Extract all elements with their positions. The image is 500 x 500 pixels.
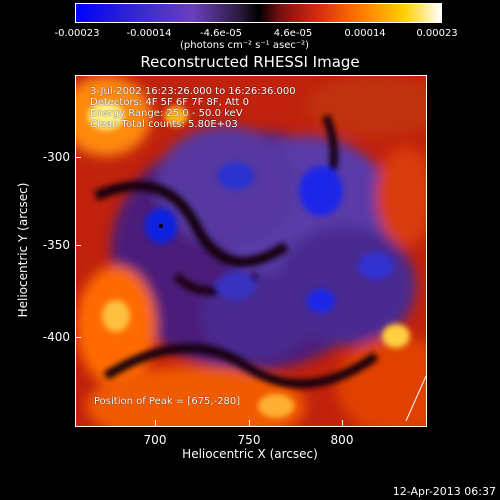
x-tick-mark (155, 420, 156, 426)
colorbar-tick: 0.00023 (416, 28, 458, 39)
date-stamp: 12-Apr-2013 06:37 (392, 485, 496, 498)
colorbar-tick: 0.00014 (344, 28, 386, 39)
y-tick-mark (75, 245, 81, 246)
x-tick-mark (249, 420, 250, 426)
colorbar-tick: -0.00014 (126, 28, 172, 39)
colorbar-tick: -4.6e-05 (200, 28, 242, 39)
x-tick-mark (342, 420, 343, 426)
counts-label: Clean Total counts: 5.80E+03 (90, 119, 238, 130)
y-tick-label: -300 (42, 150, 70, 164)
colorbar (75, 3, 442, 23)
x-tick-label: 750 (237, 433, 261, 447)
y-tick-label: -350 (42, 238, 70, 252)
rhessi-image: 3-Jul-2002 16:23:26.000 to 16:26:36.000 … (75, 75, 427, 427)
limb-line (405, 375, 426, 422)
x-axis-label: Heliocentric X (arcsec) (182, 447, 318, 461)
rhessi-image-canvas (76, 76, 426, 426)
detectors-label: Detectors: 4F 5F 6F 7F 8F, Att 0 (90, 97, 250, 108)
y-tick-mark (75, 337, 81, 338)
y-tick-label: -400 (42, 330, 70, 344)
peak-marker (159, 224, 163, 228)
energy-range-label: Energy Range: 25.0 - 50.0 keV (90, 108, 243, 119)
y-tick-mark (75, 157, 81, 158)
x-tick-label: 700 (143, 433, 167, 447)
peak-position-label: Position of Peak = [675,-280] (94, 396, 241, 407)
colorbar-tick: 4.6e-05 (273, 28, 313, 39)
colorbar-tick: -0.00023 (54, 28, 100, 39)
image-title: Reconstructed RHESSI Image (140, 53, 360, 71)
x-tick-label: 800 (330, 433, 354, 447)
colorbar-units: (photons cm⁻² s⁻¹ asec⁻²) (180, 40, 310, 51)
time-range-label: 3-Jul-2002 16:23:26.000 to 16:26:36.000 (90, 86, 296, 97)
y-axis-label: Heliocentric Y (arcsec) (16, 182, 30, 318)
